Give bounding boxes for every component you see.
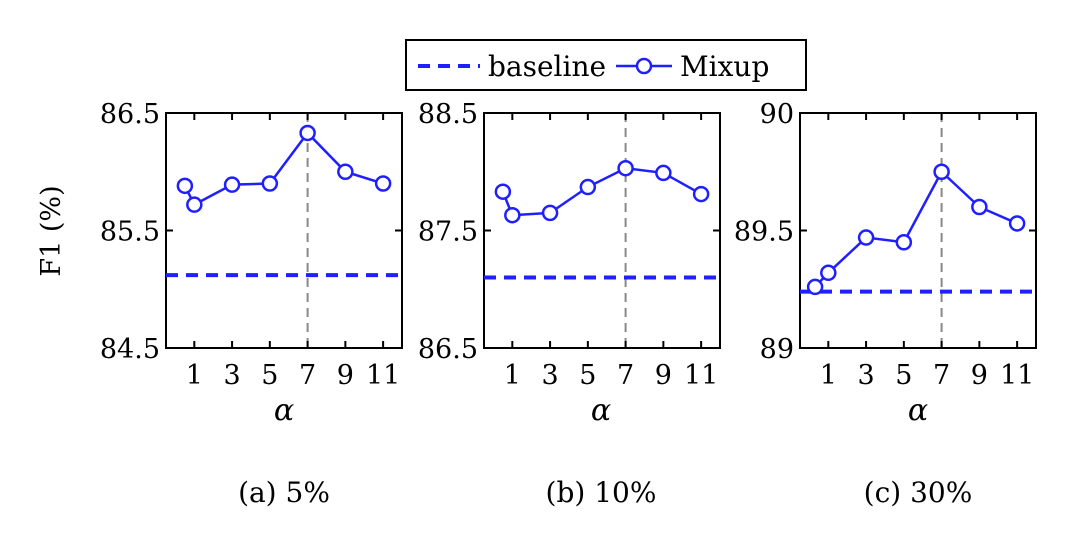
legend: baseline Mixup: [405, 39, 807, 91]
mixup-point: [223, 176, 241, 193]
mixup-point: [494, 183, 512, 200]
mixup-point: [933, 163, 950, 180]
legend-box: [405, 39, 807, 91]
mixup-line: [814, 169, 1018, 288]
x-tick-label: 5: [895, 360, 912, 391]
x-tick-label: 9: [971, 360, 988, 391]
x-tick-label: 7: [933, 360, 950, 391]
mixup-point: [895, 234, 913, 251]
mixup-point: [857, 229, 875, 246]
y-axis-label: F1 (%): [36, 185, 67, 276]
mixup-point: [617, 159, 634, 177]
mixup-point: [176, 177, 194, 195]
x-tick-label: 11: [1000, 360, 1034, 391]
mixup-point: [1008, 215, 1026, 232]
y-tick-label: 90: [760, 99, 794, 130]
plot-frame: [165, 112, 403, 349]
mixup-point: [692, 185, 710, 203]
x-tick-label: 11: [366, 360, 400, 391]
panel-3: 89 89.5 90 1 3 5 7 9 11 α (c) 30%: [734, 99, 1037, 509]
x-tick-label: 5: [579, 360, 596, 391]
mixup-point: [971, 198, 988, 216]
x-tick-label: 9: [655, 360, 672, 391]
x-tick-label: 5: [261, 360, 278, 391]
x-tick-label: 3: [857, 360, 874, 391]
mixup-point: [806, 278, 824, 296]
panels: 84.585.586.51 3 5 7 9 11α(a) 5%86.587.588.51 3…: [100, 99, 1037, 509]
x-axis-label: α: [274, 393, 294, 428]
mixup-point: [504, 206, 521, 224]
mixup-point: [337, 163, 354, 180]
x-tick-label: 11: [684, 360, 718, 391]
x-tick-label: 9: [337, 360, 354, 391]
y-tick-label: 89.5: [734, 217, 794, 248]
panel-caption: (a) 5%: [238, 476, 330, 509]
mixup-point: [186, 196, 203, 213]
mixup-line: [501, 166, 702, 217]
mixup-point: [541, 204, 559, 222]
mixup-point: [374, 175, 392, 192]
mixup-point: [655, 164, 672, 182]
plot-frame: [483, 112, 721, 349]
mixup-point: [820, 264, 837, 282]
legend-baseline-label: baseline: [488, 50, 606, 83]
x-tick-label: 1: [820, 360, 837, 391]
panel-caption: (b) 10%: [546, 476, 657, 509]
y-tick-label: 88.5: [418, 99, 478, 130]
y-tick-label: 86.5: [418, 334, 478, 365]
legend-mixup-marker: [635, 57, 653, 75]
x-tick-label: 7: [299, 360, 316, 391]
y-tick-label: 85.5: [100, 217, 160, 248]
mixup-point: [299, 124, 316, 142]
y-tick-label: 87.5: [418, 217, 478, 248]
x-tick-label: 3: [223, 360, 240, 391]
x-tick-label: 7: [617, 360, 634, 391]
y-tick-label: 86.5: [100, 99, 160, 130]
y-tick-label: 84.5: [100, 334, 160, 365]
mixup-line: [183, 131, 384, 207]
panel-1: 84.5 85.5 86.5 1 3 5 7 9 11 α (a) 5%: [100, 99, 403, 509]
mixup-point: [261, 175, 279, 192]
panel-caption: (c) 30%: [864, 476, 973, 509]
plot-frame: [799, 112, 1037, 349]
x-axis-label: α: [591, 393, 611, 428]
x-axis-label: α: [908, 393, 928, 428]
legend-mixup-label: Mixup: [680, 50, 769, 83]
x-tick-label: 1: [504, 360, 521, 391]
panel-2: 86.5 87.5 88.5 1 3 5 7 9 11 α (b) 10%: [418, 99, 721, 509]
y-tick-label: 89: [760, 334, 794, 365]
x-tick-label: 1: [186, 360, 203, 391]
x-tick-label: 3: [541, 360, 558, 391]
mixup-point: [579, 178, 597, 196]
